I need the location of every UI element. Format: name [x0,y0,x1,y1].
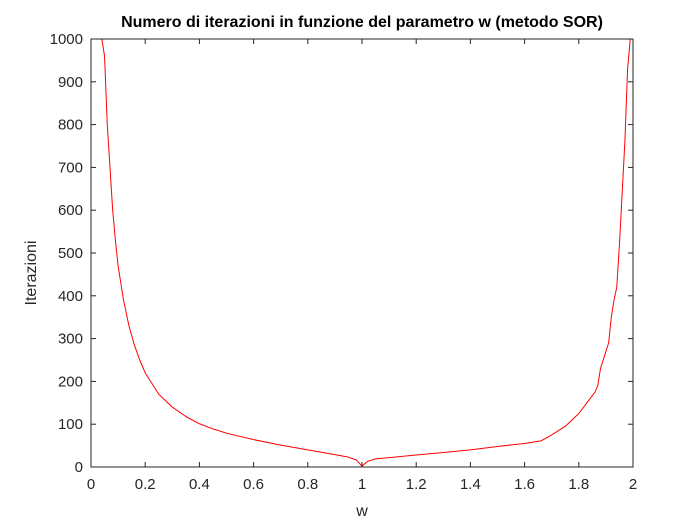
x-tick-label: 0 [87,476,95,493]
y-axis-label: Iterazioni [23,241,40,306]
x-tick-label: 2 [629,476,637,493]
y-tick-label: 900 [58,74,83,91]
x-tick-label: 1.6 [514,476,535,493]
x-tick-label: 0.8 [297,476,318,493]
x-tick-label: 1.8 [568,476,589,493]
x-tick-label: 1.2 [406,476,427,493]
y-tick-label: 400 [58,288,83,305]
y-tick-label: 700 [58,159,83,176]
y-tick-label: 500 [58,245,83,262]
y-tick-label: 600 [58,202,83,219]
x-axis-label: w [355,503,368,520]
y-tick-label: 300 [58,331,83,348]
series-line-1 [101,38,631,467]
axes-layer: 0 0.2 0.4 0.6 0.8 1 1.2 1.4 1.6 1.8 2 0 100 200 300 400… [50,31,638,493]
x-tick-label: 0.2 [135,476,156,493]
y-tick-label: 800 [58,117,83,134]
y-tick-label: 0 [75,459,83,476]
x-tick-label: 0.6 [243,476,264,493]
chart-title: Numero di iterazioni in funzione del par… [121,14,603,31]
y-tick-label: 100 [58,416,83,433]
x-tick-label: 0.4 [189,476,210,493]
plot-area [91,39,633,467]
y-tick-label: 200 [58,373,83,390]
x-tick-label: 1.4 [460,476,481,493]
series-layer [101,38,631,467]
y-tick-label: 1000 [50,31,83,48]
x-tick-label: 1 [358,476,366,493]
